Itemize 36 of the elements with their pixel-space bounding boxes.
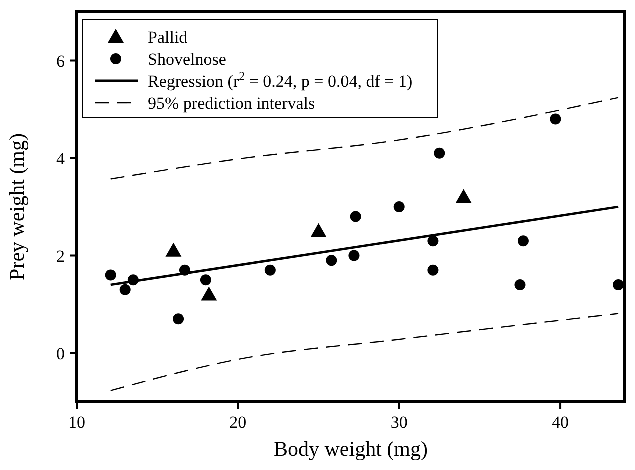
- legend-label: 95% prediction intervals: [148, 94, 316, 113]
- point: [518, 236, 529, 247]
- point: [200, 274, 212, 286]
- point: [434, 148, 446, 159]
- point: [456, 189, 472, 204]
- line-series: [110, 313, 620, 392]
- y-axis-title: Prey weight (mg): [5, 134, 29, 280]
- x-tick-label: 10: [68, 413, 86, 432]
- point: [514, 280, 526, 290]
- point: [428, 264, 439, 276]
- x-axis-title: Body weight (mg): [274, 437, 428, 461]
- point: [201, 286, 218, 301]
- point: [348, 250, 360, 262]
- point: [264, 264, 276, 276]
- point: [394, 202, 405, 212]
- point: [326, 255, 338, 266]
- y-tick-label: 2: [56, 246, 65, 266]
- legend-label: Regression (r$^{2}$ = 0.24, p = 0.04, df = 1): [148, 69, 413, 91]
- point: [613, 280, 624, 290]
- legend-label: Pallid: [148, 28, 188, 47]
- line-series: [110, 97, 620, 180]
- x-tick-label: 40: [552, 413, 570, 432]
- point: [120, 284, 131, 296]
- x-tick-label: 20: [230, 413, 247, 432]
- point: [310, 223, 327, 238]
- y-tick-label: 0: [56, 344, 65, 364]
- point: [350, 211, 362, 222]
- y-tick-label: 6: [56, 52, 65, 71]
- legend-label: Shovelnose: [148, 50, 226, 69]
- point: [166, 242, 182, 257]
- point: [173, 314, 184, 325]
- y-tick-label: 4: [56, 149, 66, 168]
- x-tick-label: 30: [390, 413, 408, 432]
- point: [428, 236, 439, 247]
- point: [550, 114, 562, 125]
- point: [105, 270, 116, 281]
